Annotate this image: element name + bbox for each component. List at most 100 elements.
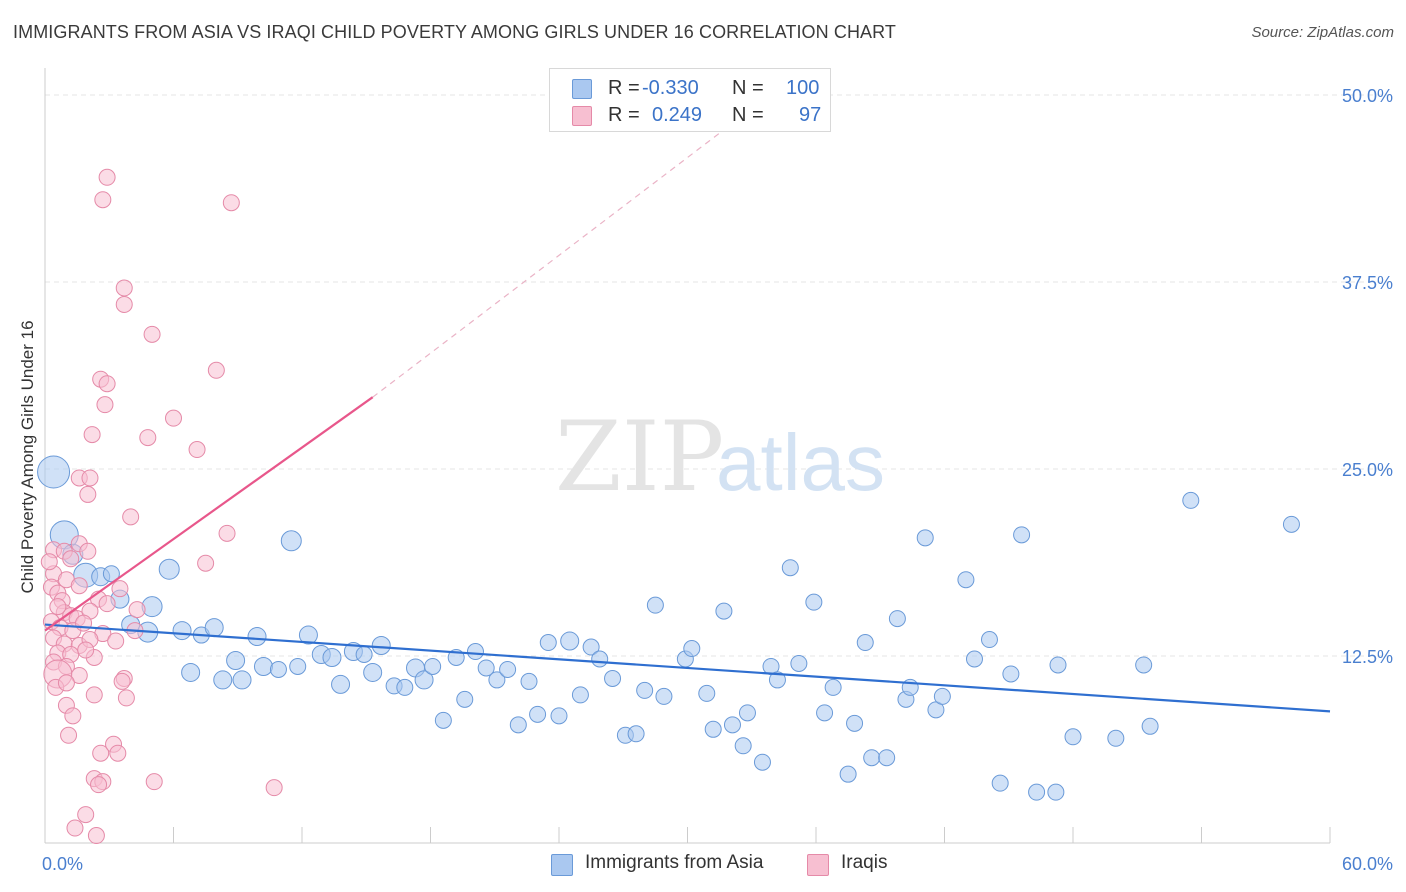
point-immigrants-from-asia — [627, 725, 645, 743]
point-immigrants-from-asia — [980, 631, 998, 649]
legend-n-value: 97 — [799, 104, 822, 126]
point-immigrants-from-asia — [232, 670, 252, 690]
point-iraqis — [188, 441, 206, 459]
trend-line-iraqis — [44, 396, 374, 632]
point-immigrants-from-asia — [1141, 717, 1159, 735]
point-immigrants-from-asia — [396, 678, 414, 696]
point-iraqis — [165, 409, 182, 427]
point-immigrants-from-asia — [477, 659, 495, 677]
point-iraqis — [115, 279, 133, 297]
point-immigrants-from-asia — [856, 634, 874, 652]
trend-line-immigrants-from-asia — [44, 623, 1331, 713]
point-iraqis — [57, 674, 75, 692]
point-immigrants-from-asia — [816, 704, 834, 722]
y-tick-label: 37.5% — [1342, 273, 1393, 293]
point-immigrants-from-asia — [723, 716, 741, 734]
point-iraqis — [60, 726, 78, 744]
point-immigrants-from-asia — [805, 593, 823, 611]
point-iraqis — [62, 550, 80, 568]
point-immigrants-from-asia — [1282, 515, 1300, 533]
point-iraqis — [139, 429, 157, 447]
point-iraqis — [109, 744, 127, 762]
point-immigrants-from-asia — [509, 716, 527, 734]
point-immigrants-from-asia — [591, 650, 609, 668]
legend-r-value: -0.330 — [642, 77, 699, 99]
point-iraqis — [75, 614, 93, 632]
point-immigrants-from-asia — [582, 638, 600, 656]
point-immigrants-from-asia — [1028, 783, 1046, 801]
point-immigrants-from-asia — [560, 631, 580, 651]
point-immigrants-from-asia — [550, 707, 568, 725]
point-immigrants-from-asia — [636, 681, 654, 699]
point-immigrants-from-asia — [322, 647, 342, 667]
point-immigrants-from-asia — [298, 625, 318, 645]
point-immigrants-from-asia — [355, 646, 373, 664]
point-immigrants-from-asia — [704, 720, 722, 738]
point-immigrants-from-asia — [424, 657, 442, 675]
point-iraqis — [145, 773, 163, 791]
point-immigrants-from-asia — [1047, 783, 1065, 801]
point-immigrants-from-asia — [253, 656, 273, 676]
point-iraqis — [83, 426, 101, 444]
point-iraqis — [115, 295, 133, 313]
point-iraqis — [85, 686, 103, 704]
point-iraqis — [128, 601, 146, 619]
point-iraqis — [64, 707, 82, 725]
point-immigrants-from-asia — [715, 602, 733, 620]
point-immigrants-from-asia — [499, 660, 517, 678]
y-axis-label: Child Poverty Among Girls Under 16 — [18, 320, 37, 593]
point-iraqis — [113, 672, 131, 690]
axes — [44, 68, 1331, 844]
watermark-zip: ZIP — [555, 401, 724, 513]
point-iraqis — [111, 580, 129, 598]
point-immigrants-from-asia — [768, 671, 786, 689]
point-immigrants-from-asia — [539, 634, 557, 652]
point-immigrants-from-asia — [456, 690, 474, 708]
point-iraqis — [77, 806, 95, 824]
point-iraqis — [107, 632, 125, 650]
point-immigrants-from-asia — [141, 596, 163, 618]
y-tick-label: 50.0% — [1342, 86, 1393, 106]
point-iraqis — [40, 553, 58, 571]
point-iraqis — [96, 396, 114, 414]
point-immigrants-from-asia — [363, 662, 383, 682]
trend-extension-iraqis — [372, 124, 731, 398]
point-immigrants-from-asia — [1002, 665, 1020, 683]
point-immigrants-from-asia — [604, 669, 622, 687]
point-immigrants-from-asia — [466, 643, 484, 661]
legend-n-label: N = — [732, 104, 764, 126]
y-tick-label: 12.5% — [1342, 647, 1393, 667]
point-iraqis — [98, 168, 116, 186]
legend: R = -0.330 N = 100 R = 0.249 N = 97 — [549, 68, 831, 132]
point-immigrants-from-asia — [655, 687, 673, 705]
point-immigrants-from-asia — [247, 627, 267, 647]
bottom-legend: Immigrants from Asia Iraqis — [0, 851, 1406, 879]
point-immigrants-from-asia — [965, 650, 983, 668]
point-iraqis — [87, 827, 105, 845]
legend-r-label: R = — [608, 104, 640, 126]
point-immigrants-from-asia — [331, 674, 351, 694]
point-immigrants-from-asia — [916, 529, 934, 547]
y-tick-label: 25.0% — [1342, 460, 1393, 480]
chart-title: IMMIGRANTS FROM ASIA VS IRAQI CHILD POVE… — [13, 22, 897, 42]
point-immigrants-from-asia — [933, 687, 951, 705]
point-immigrants-from-asia — [280, 530, 302, 552]
point-immigrants-from-asia — [781, 559, 799, 577]
point-immigrants-from-asia — [824, 678, 842, 696]
x-tick-label: 0.0% — [42, 854, 83, 874]
point-immigrants-from-asia — [683, 640, 701, 658]
point-iraqis — [92, 744, 110, 762]
point-immigrants-from-asia — [1135, 656, 1153, 674]
point-immigrants-from-asia — [434, 711, 452, 729]
point-immigrants-from-asia — [846, 714, 864, 732]
point-immigrants-from-asia — [269, 660, 287, 678]
point-iraqis — [70, 577, 88, 595]
bottom-legend-swatch-iraqis — [807, 854, 829, 876]
point-iraqis — [79, 542, 97, 560]
point-iraqis — [265, 779, 283, 797]
point-immigrants-from-asia — [753, 753, 771, 771]
point-immigrants-from-asia — [878, 749, 896, 767]
point-iraqis — [81, 469, 99, 487]
point-immigrants-from-asia — [863, 749, 881, 767]
